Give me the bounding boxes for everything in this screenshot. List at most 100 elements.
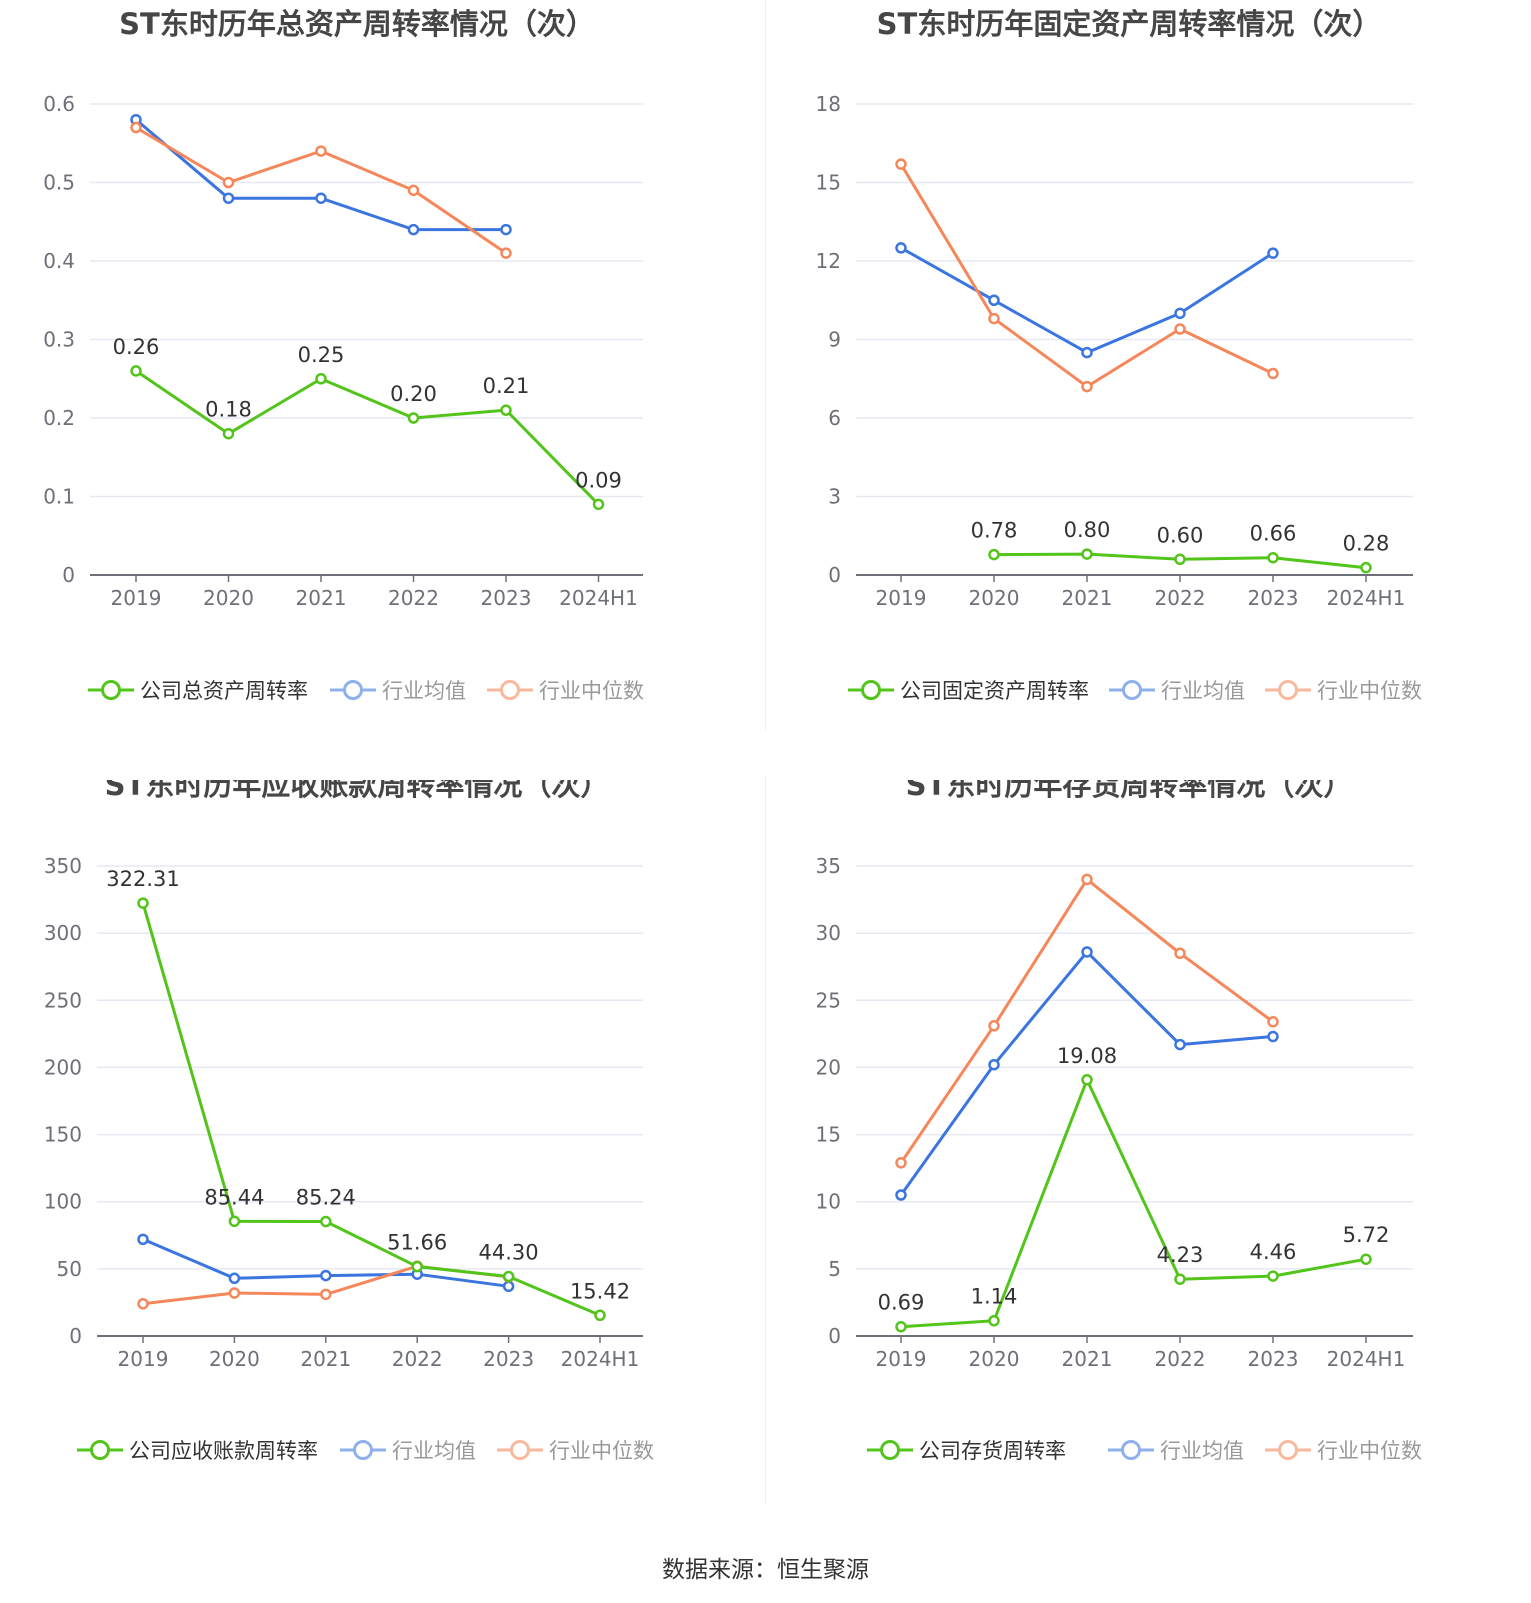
data-point-company: [1267, 1270, 1279, 1282]
data-label: 5.72: [1343, 1223, 1390, 1247]
y-tick-label: 6: [828, 406, 841, 430]
legend-swatch-marker: [1121, 1440, 1141, 1460]
data-point-industry-median: [895, 1157, 907, 1169]
data-label: 322.31: [106, 867, 179, 891]
data-point-company: [130, 365, 142, 377]
chart-title: ST东时历年应收账款周转率情况（次）: [105, 780, 610, 802]
data-point-industry-median: [407, 184, 420, 197]
y-tick-label: 20: [816, 1055, 841, 1079]
data-label: 4.23: [1157, 1243, 1204, 1267]
y-tick-label: 0: [828, 1324, 841, 1348]
data-point-industry-mean: [1267, 1030, 1279, 1043]
series-line-industry-mean: [899, 950, 1274, 1196]
y-tick-label: 0.6: [43, 92, 75, 116]
y-tick-label: 250: [44, 988, 82, 1012]
legend-swatch-marker: [353, 1440, 373, 1460]
data-label: 4.46: [1250, 1240, 1297, 1264]
x-tick-label: 2020: [969, 1347, 1020, 1371]
y-tick-label: 25: [816, 988, 841, 1012]
legend-label-industry-mean: 行业均值: [1160, 1439, 1244, 1463]
data-label: 19.08: [1057, 1044, 1117, 1068]
data-point-company: [1174, 1273, 1186, 1285]
y-tick-label: 5: [828, 1257, 841, 1281]
y-tick-label: 200: [44, 1055, 82, 1079]
x-tick-label: 2024H1: [1327, 1347, 1406, 1371]
data-label: 85.44: [204, 1185, 264, 1209]
data-point-company: [1360, 1253, 1372, 1265]
data-point-company: [500, 404, 512, 416]
legend-swatch-marker: [343, 680, 363, 700]
y-tick-label: 35: [816, 854, 841, 878]
data-point-industry-mean: [1174, 307, 1186, 320]
y-tick-label: 30: [816, 921, 841, 945]
y-tick-label: 18: [816, 92, 841, 116]
data-point-industry-mean: [1267, 247, 1279, 259]
legend-label-company: 公司存货周转率: [919, 1439, 1066, 1463]
data-point-company: [895, 1320, 907, 1333]
x-tick-label: 2022: [388, 586, 439, 610]
legend-label-industry-median: 行业中位数: [539, 679, 644, 703]
data-label: 0.21: [483, 374, 530, 398]
chart-panel-fixed-asset-turnover: ST东时历年固定资产周转率情况（次） 0 3 6 9 12 15 18 2019 2020 2021…: [766, 0, 1531, 780]
legend-label-industry-median: 行业中位数: [549, 1439, 654, 1463]
y-tick-label: 50: [57, 1257, 82, 1281]
x-tick-label: 2023: [483, 1347, 534, 1371]
data-point-industry-mean: [988, 294, 1000, 306]
x-tick-label: 2024H1: [1327, 586, 1406, 610]
data-point-industry-mean: [1081, 946, 1093, 958]
legend-label-company: 公司总资产周转率: [140, 679, 308, 703]
legend-label-industry-mean: 行业均值: [382, 679, 466, 703]
data-point-industry-mean: [1174, 1038, 1186, 1051]
data-point-company: [502, 1270, 515, 1283]
chart-svg: ST东时历年固定资产周转率情况（次） 0 3 6 9 12 15 18 2019 2020 2021…: [816, 7, 1422, 703]
data-point-industry-mean: [500, 223, 512, 236]
data-point-company: [407, 412, 420, 424]
data-label: 0.25: [298, 343, 345, 367]
chart-svg: ST东时历年总资产周转率情况（次） 0 0.1 0.2 0.3 0.4 0.5 0.6 2019…: [43, 7, 644, 703]
x-tick-label: 2022: [392, 1347, 443, 1371]
chart-panel-receivables-turnover: ST东时历年应收账款周转率情况（次） 0 50 100 150 200 250 300 350 2…: [0, 780, 765, 1560]
x-tick-label: 2023: [481, 586, 532, 610]
data-point-company: [1360, 561, 1372, 574]
panel-divider-top: [765, 0, 766, 730]
data-point-industry-median: [988, 1020, 1000, 1032]
data-point-industry-median: [1267, 1016, 1279, 1028]
data-label: 85.24: [296, 1186, 356, 1210]
legend-label-company: 公司固定资产周转率: [900, 679, 1089, 703]
x-tick-label: 2021: [300, 1347, 351, 1371]
legend-swatch-marker: [101, 680, 121, 700]
data-point-industry-median: [500, 247, 512, 259]
x-tick-label: 2020: [209, 1347, 260, 1371]
legend-label-company: 公司应收账款周转率: [129, 1439, 318, 1463]
y-tick-label: 0.4: [43, 249, 75, 273]
data-point-company: [592, 498, 605, 511]
data-point-company: [594, 1309, 606, 1322]
y-tick-label: 350: [44, 854, 82, 878]
legend-swatch-marker: [1278, 680, 1298, 700]
y-tick-label: 0.1: [43, 485, 75, 509]
data-point-company: [1081, 1074, 1093, 1086]
x-tick-label: 2021: [296, 586, 347, 610]
chart-panel-inventory-turnover: ST东时历年存货周转率情况（次） 0 5 10 15 20 25 30 35 2019 2020 20…: [766, 780, 1531, 1560]
data-label: 0.26: [113, 335, 160, 359]
data-point-industry-mean: [1081, 346, 1093, 359]
chart-panel-total-asset-turnover: ST东时历年总资产周转率情况（次） 0 0.1 0.2 0.3 0.4 0.5 0.6 2019…: [0, 0, 765, 780]
x-tick-label: 2020: [969, 586, 1020, 610]
y-tick-label: 0: [828, 563, 841, 587]
y-tick-label: 15: [816, 1123, 841, 1147]
legend-swatch-marker: [1122, 680, 1142, 700]
data-point-industry-mean: [502, 1280, 515, 1293]
data-point-company: [228, 1215, 241, 1228]
data-point-company: [1081, 548, 1093, 560]
x-tick-label: 2019: [118, 1347, 169, 1371]
data-point-industry-mean: [895, 242, 907, 254]
legend-swatch-marker: [500, 680, 520, 700]
x-tick-label: 2020: [203, 586, 254, 610]
x-tick-label: 2019: [876, 586, 927, 610]
data-source-note: 数据来源：恒生聚源: [662, 1557, 869, 1583]
data-point-company: [988, 548, 1000, 561]
legend-label-industry-mean: 行业均值: [392, 1439, 476, 1463]
x-tick-label: 2021: [1062, 1347, 1113, 1371]
x-tick-label: 2023: [1248, 1347, 1299, 1371]
data-point-industry-median: [320, 1288, 332, 1301]
